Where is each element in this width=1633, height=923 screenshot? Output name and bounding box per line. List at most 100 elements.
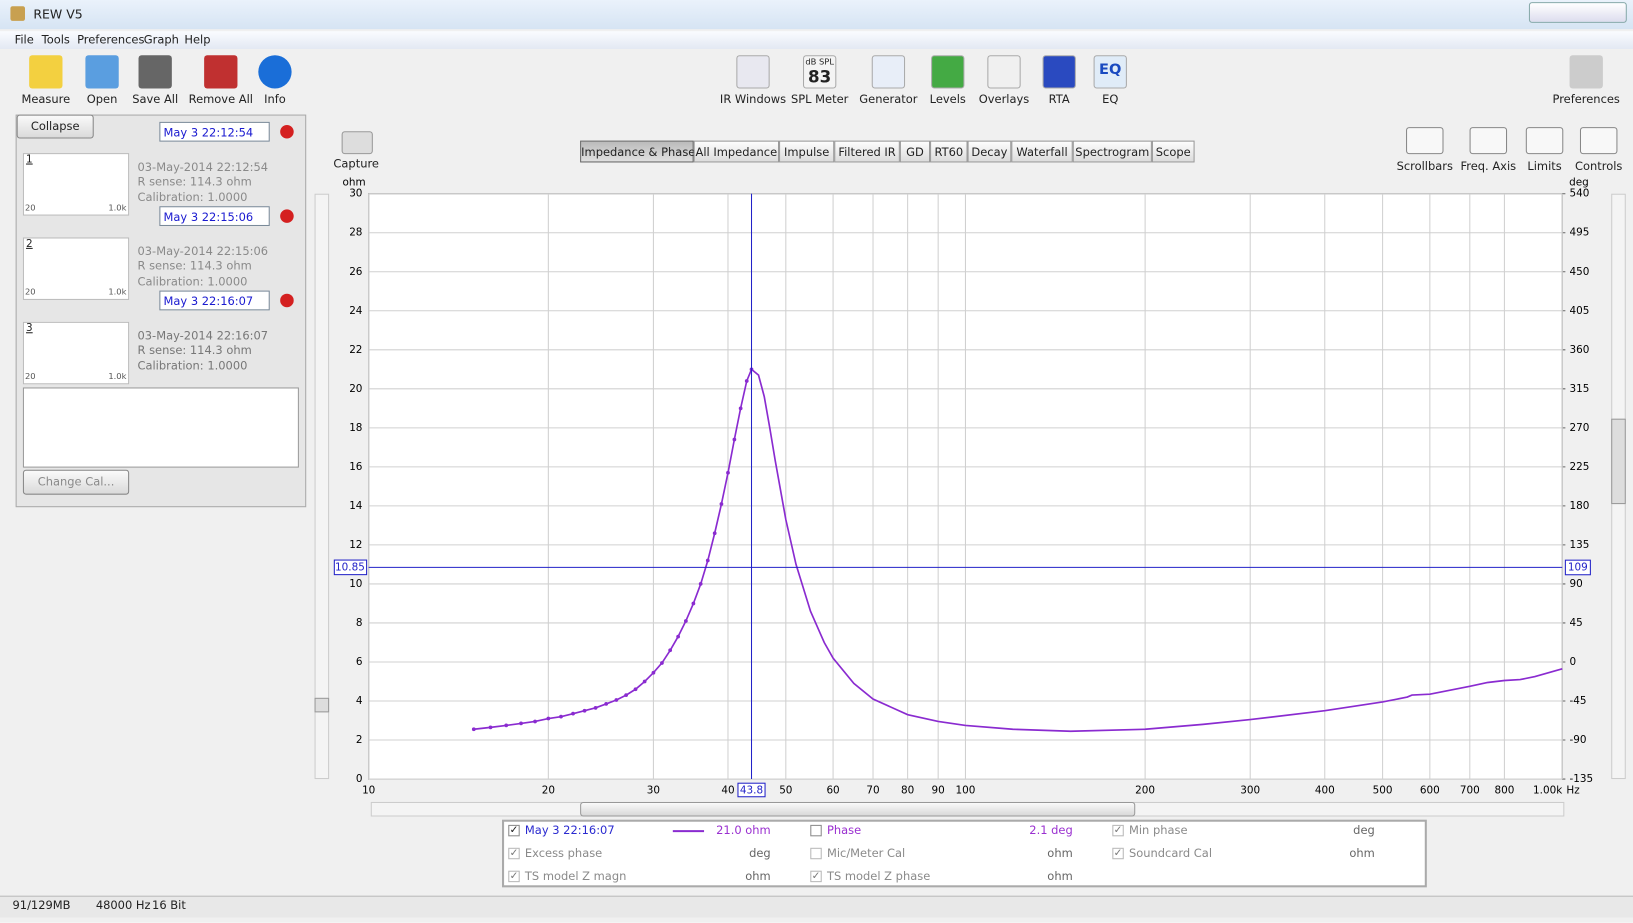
legend-name[interactable]: May 3 22:16:07 bbox=[524, 823, 615, 838]
legend-checkbox[interactable]: ✓ bbox=[508, 847, 520, 860]
toolbar-label[interactable]: SPL Meter bbox=[790, 92, 849, 107]
graph-tab[interactable]: Spectrogram bbox=[1072, 140, 1152, 163]
remove-button[interactable] bbox=[280, 124, 294, 139]
graph-tab[interactable]: Decay bbox=[967, 140, 1012, 163]
graph-tool-label[interactable]: Limits bbox=[1527, 159, 1562, 173]
toolbar-label[interactable]: Generator bbox=[859, 92, 918, 107]
impedance-curve bbox=[473, 367, 1563, 733]
toolbar-label[interactable]: Remove All bbox=[188, 92, 253, 107]
remove-button[interactable] bbox=[280, 293, 294, 308]
y2-tick-label: 0 bbox=[1570, 656, 1577, 668]
graph-tab[interactable]: Filtered IR bbox=[834, 140, 900, 163]
data-point bbox=[683, 619, 688, 623]
thumbnail[interactable] bbox=[22, 153, 130, 216]
capture-icon[interactable] bbox=[341, 131, 373, 155]
legend-checkbox[interactable]: ✓ bbox=[1112, 824, 1124, 837]
toolbar-label[interactable]: RTA bbox=[1048, 92, 1070, 107]
legend-checkbox[interactable] bbox=[810, 847, 822, 860]
notes-box[interactable] bbox=[22, 387, 299, 468]
y2-tick-label: 135 bbox=[1570, 539, 1590, 551]
toolbar-label[interactable]: Preferences bbox=[1552, 92, 1620, 107]
menu-item[interactable]: Tools bbox=[41, 33, 70, 47]
graph-tool-icon[interactable] bbox=[1469, 127, 1508, 155]
toolbar-icon[interactable] bbox=[736, 55, 770, 89]
graph-tab[interactable]: Scope bbox=[1151, 140, 1195, 163]
data-point bbox=[691, 601, 696, 606]
toolbar-icon[interactable] bbox=[1042, 55, 1076, 89]
thumbnail[interactable] bbox=[22, 237, 130, 300]
data-point bbox=[676, 634, 681, 639]
toolbar-label[interactable]: Save All bbox=[132, 92, 179, 107]
toolbar-icon[interactable] bbox=[931, 55, 965, 89]
graph-tool-label[interactable]: Scrollbars bbox=[1396, 159, 1453, 173]
graph-tool-icon[interactable] bbox=[1525, 127, 1564, 155]
menu-item[interactable]: Preferences bbox=[77, 33, 145, 47]
cursor-y2-box bbox=[1564, 559, 1591, 576]
collapse-button[interactable]: Collapse bbox=[16, 114, 94, 139]
toolbar-icon[interactable] bbox=[138, 55, 172, 89]
toolbar-label[interactable]: Levels bbox=[929, 92, 966, 107]
graph-tool-icon[interactable] bbox=[1579, 127, 1618, 155]
measurement-date: 03-May-2014 22:16:07 bbox=[137, 329, 269, 343]
name-field[interactable]: May 3 22:15:06 bbox=[159, 206, 270, 227]
legend-value: ohm bbox=[745, 869, 771, 884]
menu-item[interactable]: Graph bbox=[143, 33, 179, 47]
y2-tick-label: 450 bbox=[1570, 266, 1590, 278]
horizontal-scroll-thumb[interactable] bbox=[580, 801, 1136, 817]
legend-value: 21.0 ohm bbox=[716, 823, 771, 838]
toolbar-icon[interactable] bbox=[85, 55, 119, 89]
graph-tab[interactable]: Impulse bbox=[779, 140, 835, 163]
toolbar-label[interactable]: Info bbox=[264, 92, 286, 107]
name-field[interactable]: May 3 22:12:54 bbox=[159, 121, 270, 142]
legend-checkbox[interactable]: ✓ bbox=[508, 824, 520, 837]
menu-item[interactable]: File bbox=[14, 33, 34, 47]
legend-name[interactable]: Excess phase bbox=[524, 846, 603, 861]
legend-checkbox[interactable]: ✓ bbox=[810, 870, 822, 883]
graph-tab[interactable]: Waterfall bbox=[1011, 140, 1073, 163]
legend-name[interactable]: TS model Z magn bbox=[524, 869, 627, 884]
measurement-rsense: R sense: 114.3 ohm bbox=[137, 259, 252, 273]
legend-name[interactable]: Mic/Meter Cal bbox=[826, 846, 906, 861]
graph-tool-label[interactable]: Freq. Axis bbox=[1460, 159, 1517, 173]
graph-tab[interactable]: RT60 bbox=[930, 140, 968, 163]
capture-label[interactable]: Capture bbox=[333, 157, 379, 171]
toolbar-icon[interactable] bbox=[1569, 55, 1603, 89]
toolbar-icon[interactable] bbox=[204, 55, 238, 89]
measurement-rsense: R sense: 114.3 ohm bbox=[137, 343, 252, 358]
right-scroll-thumb[interactable] bbox=[1611, 418, 1626, 505]
toolbar-label[interactable]: Overlays bbox=[978, 92, 1030, 107]
legend-checkbox[interactable] bbox=[810, 824, 822, 837]
left-scroll-thumb[interactable] bbox=[314, 697, 330, 713]
toolbar-icon[interactable] bbox=[987, 55, 1021, 89]
graph-tool-icon[interactable] bbox=[1406, 127, 1444, 155]
status-item: 91/129MB bbox=[12, 898, 71, 913]
graph-tab[interactable]: Impedance & Phase bbox=[580, 140, 695, 163]
legend-name[interactable]: TS model Z phase bbox=[826, 869, 931, 884]
name-field[interactable]: May 3 22:16:07 bbox=[159, 290, 270, 311]
graph-tab[interactable]: GD bbox=[899, 140, 931, 163]
graph-tab[interactable]: All Impedance bbox=[693, 140, 780, 163]
toolbar-label[interactable]: Measure bbox=[21, 92, 71, 107]
toolbar-icon[interactable] bbox=[258, 55, 292, 89]
thumbnail[interactable] bbox=[22, 321, 130, 385]
toolbar-icon[interactable] bbox=[802, 55, 837, 89]
toolbar-icon[interactable] bbox=[29, 55, 63, 89]
legend-checkbox[interactable]: ✓ bbox=[1112, 847, 1124, 860]
window-controls[interactable] bbox=[1528, 2, 1627, 23]
toolbar-label[interactable]: EQ bbox=[1102, 92, 1119, 107]
toolbar-label[interactable]: IR Windows bbox=[719, 92, 787, 107]
change-cal-button[interactable]: Change Cal... bbox=[22, 469, 130, 495]
data-point bbox=[726, 470, 730, 475]
toolbar-label[interactable]: Open bbox=[86, 92, 118, 107]
left-scrollbar[interactable] bbox=[314, 193, 330, 780]
legend-checkbox[interactable]: ✓ bbox=[508, 870, 520, 883]
toolbar-icon[interactable] bbox=[1093, 55, 1127, 89]
legend-name[interactable]: Soundcard Cal bbox=[1128, 846, 1213, 861]
menu-item[interactable]: Help bbox=[184, 33, 211, 47]
remove-button[interactable] bbox=[280, 209, 294, 223]
legend-name[interactable]: Phase bbox=[826, 823, 862, 838]
toolbar-icon[interactable] bbox=[871, 55, 906, 89]
x-tick-label: 20 bbox=[542, 784, 555, 796]
legend-name[interactable]: Min phase bbox=[1128, 823, 1188, 838]
graph-tool-label[interactable]: Controls bbox=[1575, 159, 1623, 173]
